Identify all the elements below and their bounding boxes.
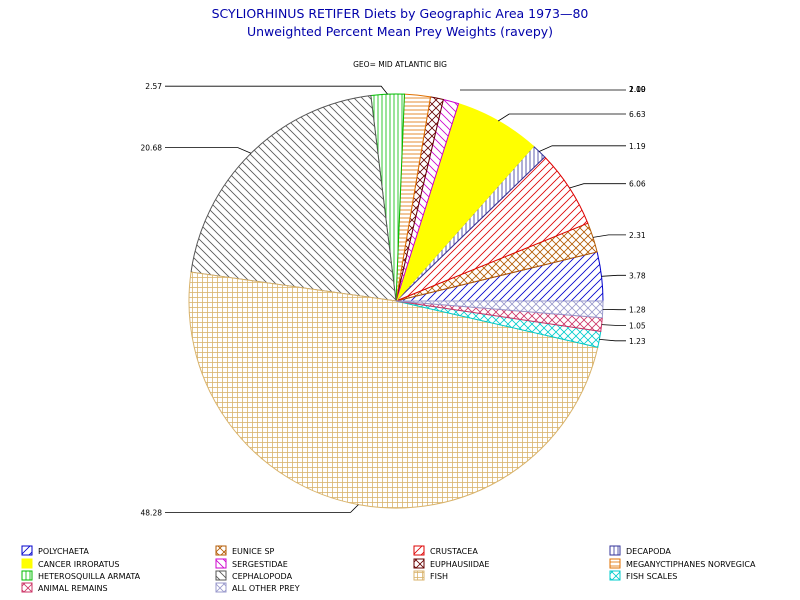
value-label-all-other-prey: 1.28 bbox=[629, 306, 646, 315]
chart-title: SCYLIORHINUS RETIFER Diets by Geographic… bbox=[212, 6, 589, 21]
legend-swatch bbox=[21, 582, 33, 593]
value-label-overlap: 1.00 bbox=[629, 85, 646, 94]
legend-item-euphausiidae: EUPHAUSIIDAE bbox=[413, 558, 489, 569]
legend-item-polychaeta: POLYCHAETA bbox=[21, 545, 89, 556]
pie-slices bbox=[188, 93, 604, 509]
legend-label: SERGESTIDAE bbox=[232, 560, 288, 569]
value-label-fish: 48.28 bbox=[141, 508, 163, 517]
legend-swatch bbox=[215, 570, 227, 581]
legend-label: HETEROSQUILLA ARMATA bbox=[38, 572, 141, 581]
legend-swatch bbox=[609, 570, 621, 581]
legend-swatch bbox=[21, 558, 33, 569]
geo-label: GEO= MID ATLANTIC BIG bbox=[353, 60, 447, 69]
overlapping-value-labels: 2.192.001.00 bbox=[460, 85, 646, 94]
leader-line-cancer-irroratus bbox=[497, 113, 626, 122]
legend-item-eunice-sp: EUNICE SP bbox=[215, 545, 275, 556]
legend-swatch bbox=[21, 570, 33, 581]
legend-item-meganyctiphanes-norvegica: MEGANYCTIPHANES NORVEGICA bbox=[609, 558, 756, 569]
value-label-crustacea: 6.06 bbox=[629, 180, 646, 189]
leader-line-fish-scales bbox=[599, 339, 626, 342]
legend-label: CRUSTACEA bbox=[430, 547, 478, 556]
legend-item-fish: FISH bbox=[413, 570, 448, 581]
value-label-heterosquilla-armata: 2.57 bbox=[145, 82, 162, 91]
legend-swatch bbox=[215, 558, 227, 569]
legend-swatch bbox=[215, 582, 227, 593]
legend-swatch bbox=[413, 570, 425, 581]
legend-item-fish-scales: FISH SCALES bbox=[609, 570, 677, 581]
legend-label: CANCER IRRORATUS bbox=[38, 560, 119, 569]
value-label-overlap: 2.00 bbox=[629, 85, 646, 94]
value-label-polychaeta: 3.78 bbox=[629, 271, 646, 280]
legend-label: ANIMAL REMAINS bbox=[38, 584, 108, 593]
value-label-eunice-sp: 2.31 bbox=[629, 231, 646, 240]
legend: POLYCHAETA EUNICE SP CRUSTACEA DECAPODA CANC… bbox=[21, 545, 756, 593]
legend-item-animal-remains: ANIMAL REMAINS bbox=[21, 582, 108, 593]
legend-swatch bbox=[609, 558, 621, 569]
leader-line-crustacea bbox=[569, 183, 626, 189]
value-label-decapoda: 1.19 bbox=[629, 142, 646, 151]
legend-label: EUNICE SP bbox=[232, 547, 275, 556]
legend-label: EUPHAUSIIDAE bbox=[430, 560, 489, 569]
value-label-animal-remains: 1.05 bbox=[629, 322, 646, 331]
legend-label: MEGANYCTIPHANES NORVEGICA bbox=[626, 560, 756, 569]
leader-line-eunice-sp bbox=[592, 234, 626, 238]
legend-label: FISH SCALES bbox=[626, 572, 677, 581]
leader-line-decapoda bbox=[539, 145, 626, 152]
legend-item-cancer-irroratus: CANCER IRRORATUS bbox=[21, 558, 119, 569]
pie-leader-lines bbox=[165, 85, 626, 513]
legend-item-cephalopoda: CEPHALOPODA bbox=[215, 570, 293, 581]
legend-item-crustacea: CRUSTACEA bbox=[413, 545, 478, 556]
value-label-overlap: 2.19 bbox=[629, 85, 646, 94]
pie-slice-fish bbox=[188, 271, 599, 509]
legend-item-sergestidae: SERGESTIDAE bbox=[215, 558, 288, 569]
value-label-cancer-irroratus: 6.63 bbox=[629, 110, 646, 119]
leader-line-animal-remains bbox=[601, 324, 626, 326]
legend-swatch bbox=[413, 545, 425, 556]
value-label-fish-scales: 1.23 bbox=[629, 337, 646, 346]
legend-swatch bbox=[215, 545, 227, 556]
pie-value-labels: 3.78 2.31 6.06 1.19 6.63 2.57 20.68 48.28 1.23 1.… bbox=[141, 82, 646, 517]
leader-line-polychaeta bbox=[601, 274, 626, 277]
legend-label: ALL OTHER PREY bbox=[232, 584, 300, 593]
legend-label: FISH bbox=[430, 572, 448, 581]
legend-item-heterosquilla-armata: HETEROSQUILLA ARMATA bbox=[21, 570, 141, 581]
leader-line-fish bbox=[165, 504, 359, 513]
legend-label: DECAPODA bbox=[626, 547, 671, 556]
legend-swatch bbox=[413, 558, 425, 569]
pie-slice-cephalopoda bbox=[190, 94, 397, 302]
leader-line-cephalopoda bbox=[165, 147, 252, 154]
legend-item-all-other-prey: ALL OTHER PREY bbox=[215, 582, 300, 593]
legend-label: CEPHALOPODA bbox=[232, 572, 293, 581]
leader-line-heterosquilla-armata bbox=[165, 85, 388, 95]
legend-item-decapoda: DECAPODA bbox=[609, 545, 671, 556]
value-label-cephalopoda: 20.68 bbox=[141, 144, 163, 153]
legend-swatch bbox=[609, 545, 621, 556]
chart-subtitle: Unweighted Percent Mean Prey Weights (ra… bbox=[247, 24, 553, 39]
legend-label: POLYCHAETA bbox=[38, 547, 89, 556]
legend-swatch bbox=[21, 545, 33, 556]
